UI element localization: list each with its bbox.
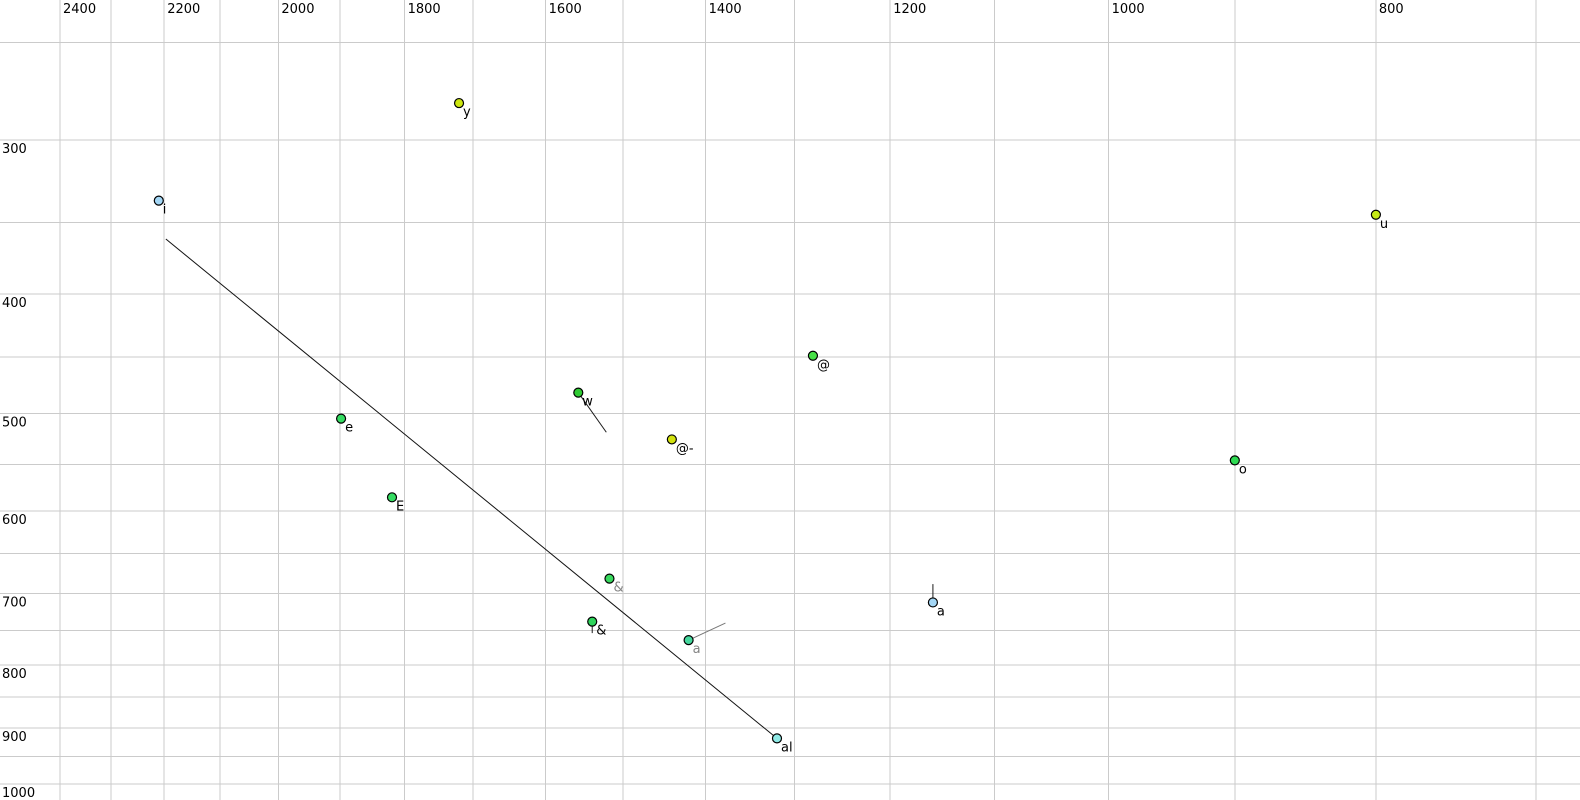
- trajectory-lines: [165, 238, 778, 739]
- vowel-label: o: [1239, 462, 1247, 477]
- vowel-dot-o: [1229, 455, 1240, 466]
- vowel-label: &: [613, 581, 623, 596]
- vowel-label: @-: [676, 441, 694, 456]
- x-axis-tick-label: 2400: [63, 2, 96, 17]
- point-al: al: [771, 733, 793, 755]
- vowel-label: i: [163, 203, 167, 218]
- vowel-label: u: [1380, 217, 1388, 232]
- point-e: e: [335, 413, 353, 436]
- x-axis-tick-label: 1600: [549, 2, 582, 17]
- x-axis-tick-label: 2000: [281, 2, 314, 17]
- vowel-dot-y: [453, 97, 465, 109]
- x-axis-tick-label: 800: [1379, 2, 1404, 17]
- vowel-dot-a: [927, 597, 939, 608]
- vowel-dot-@-: [666, 434, 677, 445]
- vowel-label: @: [817, 358, 830, 373]
- vowel-label: &: [596, 624, 606, 639]
- point-u: u: [1370, 209, 1388, 232]
- y-axis-tick-label: 1000: [2, 786, 35, 800]
- vowel-dot-&: [587, 616, 598, 627]
- vowel-dot-a: [683, 635, 694, 646]
- x-axis-tick-label: 1400: [709, 2, 742, 17]
- vowel-dot-w: [573, 387, 584, 398]
- y-axis-tick-label: 600: [2, 513, 27, 528]
- x-axis-tick-label: 1000: [1112, 2, 1145, 17]
- x-axis-tick-label: 1800: [408, 2, 441, 17]
- point-tail-line: [688, 622, 726, 641]
- y-axis-tick-label: 300: [2, 142, 27, 157]
- vowel-label: w: [582, 395, 593, 410]
- data-points: y i u @ w e @- o E & a & a al: [153, 97, 1388, 755]
- point-a: a: [683, 622, 726, 657]
- point-w: w: [573, 387, 607, 433]
- point-a: a: [927, 584, 945, 619]
- vowel-dot-u: [1370, 209, 1382, 220]
- y-axis-tick-label: 900: [2, 730, 27, 745]
- diphthong-trajectory-line: [165, 238, 778, 739]
- y-axis-tick-label: 500: [2, 415, 27, 430]
- point-&: &: [604, 573, 624, 596]
- point-tail-line: [577, 392, 607, 433]
- y-axis-tick-label: 700: [2, 595, 27, 610]
- vowel-dot-i: [153, 195, 164, 206]
- axis-tick-labels: 2400 2200 2000 1800 1600 1400 1200 1000 800 300 40…: [2, 2, 1404, 800]
- y-axis-tick-label: 400: [2, 296, 27, 311]
- vowel-label: a: [937, 604, 945, 619]
- vowel-label: E: [396, 499, 404, 514]
- vowel-label: a: [693, 642, 701, 657]
- x-axis-tick-label: 2200: [167, 2, 200, 17]
- vowel-label: al: [781, 740, 793, 755]
- vowel-dot-e: [335, 413, 347, 424]
- y-axis-tick-label: 800: [2, 667, 27, 682]
- vowel-label: y: [463, 105, 471, 120]
- x-axis-tick-label: 1200: [893, 2, 926, 17]
- point-&: &: [587, 616, 606, 639]
- vowel-dot-@: [807, 350, 819, 361]
- vowel-dot-E: [386, 492, 398, 503]
- point-y: y: [453, 97, 471, 120]
- vowel-dot-&: [604, 573, 615, 584]
- point-@: @: [807, 350, 830, 373]
- vowel-label: e: [345, 421, 353, 436]
- point-@-: @-: [666, 434, 694, 456]
- point-E: E: [386, 492, 404, 514]
- vowel-dot-al: [771, 733, 783, 744]
- point-i: i: [153, 195, 167, 218]
- point-o: o: [1229, 455, 1247, 477]
